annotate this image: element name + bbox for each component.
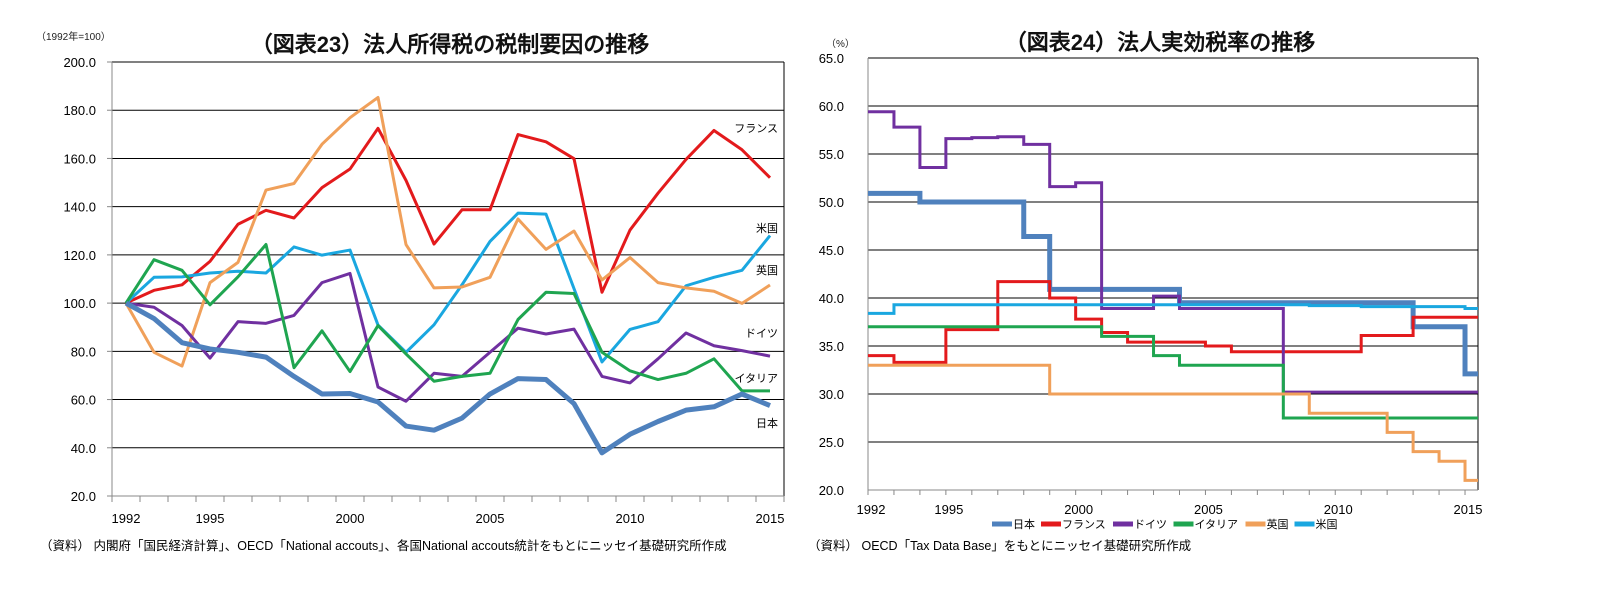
series-label: 米国 [756, 222, 778, 235]
y-tick-label: 40.0 [71, 441, 96, 456]
x-tick-label: 2015 [756, 511, 785, 526]
x-tick-label: 2010 [1324, 502, 1353, 517]
y-tick-label: 60.0 [71, 393, 96, 408]
x-tick-label: 2000 [336, 511, 365, 526]
series-label: 英国 [756, 263, 778, 277]
x-tick-label: 1992 [857, 502, 886, 517]
legend-label: 米国 [1316, 518, 1338, 531]
x-tick-label: 1992 [112, 511, 141, 526]
y-tick-label: 20.0 [819, 483, 844, 498]
chart-title: （図表23）法人所得税の税制要因の推移 [251, 32, 649, 57]
y-tick-label: 55.0 [819, 147, 844, 162]
y-tick-label: 100.0 [63, 296, 96, 311]
y-tick-label: 30.0 [819, 387, 844, 402]
series-line [125, 126, 772, 305]
y-tick-label: 40.0 [819, 291, 844, 306]
y-tick-label: 50.0 [819, 195, 844, 210]
x-tick-label: 2015 [1454, 502, 1483, 517]
source-note: （資料） OECD「Tax Data Base」をもとにニッセイ基礎研究所作成 [808, 538, 1191, 553]
source-note: （資料） 内閣府「国民経済計算」、OECD「National accouts」、… [40, 538, 727, 553]
y-tick-label: 60.0 [819, 99, 844, 114]
series-step-line [868, 190, 1478, 377]
series-label: イタリア [734, 372, 778, 385]
x-tick-label: 1995 [934, 502, 963, 517]
y-tick-label: 140.0 [63, 200, 96, 215]
y-tick-label: 25.0 [819, 435, 844, 450]
series-step-line [868, 363, 1478, 482]
series-line [124, 300, 771, 456]
unit-note: （1992年=100） [36, 30, 111, 43]
y-tick-label: 35.0 [819, 339, 844, 354]
chart-title: （図表24）法人実効税率の推移 [1005, 30, 1315, 55]
y-tick-label: 180.0 [63, 103, 96, 118]
y-tick-label: 80.0 [71, 344, 96, 359]
y-tick-label: 120.0 [63, 248, 96, 263]
y-tick-label: 200.0 [63, 55, 96, 70]
y-tick-label: 45.0 [819, 243, 844, 258]
x-tick-label: 2000 [1064, 502, 1093, 517]
chart-23: （図表23）法人所得税の税制要因の推移 （1992年=100） 20.0 40.0 60… [36, 30, 785, 553]
x-tick-label: 2010 [616, 511, 645, 526]
x-tick-label: 1995 [196, 511, 225, 526]
legend-label: イタリア [1195, 518, 1239, 531]
legend-label: フランス [1062, 519, 1106, 531]
series-line [124, 211, 772, 364]
series-label: 日本 [756, 416, 778, 430]
x-tick-label: 2005 [476, 511, 505, 526]
series-step-line [868, 325, 1478, 420]
series-label: フランス [734, 123, 778, 135]
y-tick-label: 65.0 [819, 51, 844, 66]
legend-label: 日本 [1013, 517, 1035, 531]
y-tick-label: 20.0 [71, 489, 96, 504]
legend-label: ドイツ [1134, 519, 1167, 531]
y-tick-label: 160.0 [63, 151, 96, 166]
legend-label: 英国 [1267, 517, 1289, 531]
series-label: ドイツ [745, 328, 778, 340]
series-line [124, 243, 770, 393]
x-tick-label: 2005 [1194, 502, 1223, 517]
series-step-line [868, 303, 1478, 315]
series-line [124, 95, 771, 368]
chart-24: （図表24）法人実効税率の推移 （%） 20.0 25.0 30.0 35.0 40.0 45… [808, 30, 1482, 553]
series-step-line [868, 280, 1478, 364]
series-line [125, 271, 771, 403]
unit-note: （%） [826, 38, 855, 50]
